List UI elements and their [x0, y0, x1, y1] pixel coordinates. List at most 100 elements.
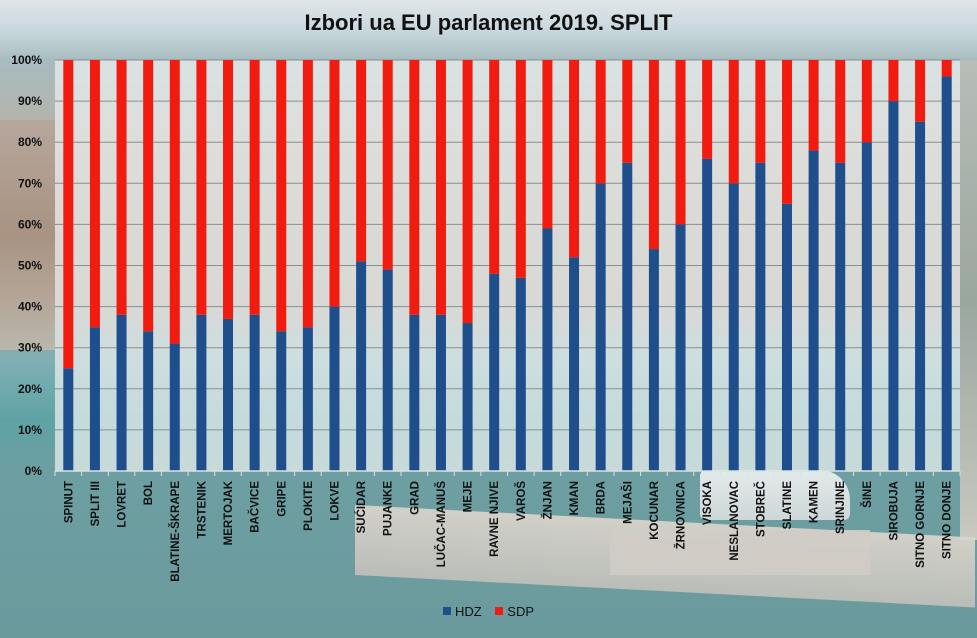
bar-hdz [808, 150, 819, 472]
bar-sdp [435, 60, 446, 315]
bar-hdz [356, 261, 367, 471]
x-tick-label: ŠINE [861, 481, 874, 508]
bar-sdp [622, 60, 633, 163]
legend-label-hdz: HDZ [454, 603, 482, 619]
x-tick-label: MEJAŠI [621, 481, 634, 524]
bar-sdp [835, 60, 846, 163]
x-tick-label: SPINUT [63, 481, 75, 523]
bar-sdp [781, 60, 792, 204]
bar-sdp [888, 60, 899, 102]
background-coast-left [0, 120, 55, 350]
bar-sdp [728, 60, 739, 184]
bar-sdp [648, 60, 659, 250]
bar-sdp [356, 60, 367, 262]
x-tick-label: KOCUNAR [649, 480, 661, 539]
bar-hdz [382, 269, 393, 471]
bar-sdp [861, 60, 872, 143]
bar-hdz [888, 101, 899, 471]
bar-hdz [223, 318, 234, 471]
bar-hdz [675, 224, 686, 471]
bar-hdz [409, 314, 420, 471]
gridlines [55, 59, 960, 472]
x-tick-label: GRIPE [276, 481, 288, 517]
bar-hdz [622, 162, 633, 471]
background-coast-right [960, 60, 977, 540]
legend-swatch-hdz [442, 607, 451, 615]
bar-sdp [196, 60, 207, 315]
bar-sdp [409, 60, 420, 315]
x-tick-label: MERTOJAK [223, 480, 235, 545]
background-ship [700, 470, 850, 520]
bar-sdp [569, 60, 580, 258]
x-tick-label: SLATINE [782, 481, 794, 530]
legend: HDZ SDP [0, 603, 977, 619]
bar-sdp [249, 60, 260, 315]
x-tick-label: BRDA [596, 481, 608, 514]
x-tick-label: RAVNE NJIVE [489, 481, 501, 557]
bar-sdp [382, 60, 393, 270]
background-pier-end [610, 530, 870, 575]
bar-sdp [89, 60, 100, 328]
bar-hdz [915, 121, 926, 472]
x-tick-label: BOL [143, 481, 155, 505]
bar-hdz [143, 331, 154, 471]
x-tick-label: VISOKA [702, 481, 714, 525]
bar-hdz [569, 257, 580, 471]
bar-sdp [489, 60, 500, 274]
bar-sdp [595, 60, 606, 184]
chart-title: Izbori ua EU parlament 2019. SPLIT [304, 10, 673, 35]
x-tick-label: SUĆIDAR [355, 480, 368, 533]
x-tick-label: BAČVICE [249, 481, 262, 533]
x-tick-label: KAMEN [809, 481, 821, 523]
x-tick-label: MEJE [463, 481, 475, 513]
x-tick-label: ŽNJAN [541, 481, 554, 519]
x-tick-label: LOKVE [329, 481, 341, 521]
y-tick-label: 0% [25, 464, 43, 478]
bar-sdp [276, 60, 287, 332]
x-tick-label: SITNO GORNJE [915, 481, 927, 568]
y-tick-label: 10% [18, 423, 42, 437]
bar-sdp [462, 60, 473, 324]
bar-hdz [489, 273, 500, 471]
y-tick-label: 40% [18, 300, 42, 314]
bar-sdp [515, 60, 526, 278]
x-tick-label: BLATINE-ŠKRAPE [169, 481, 182, 582]
bar-sdp [329, 60, 340, 307]
bar-hdz [595, 183, 606, 472]
y-tick-label: 90% [18, 94, 42, 108]
y-tick-label: 100% [11, 53, 42, 67]
bar-sdp [116, 60, 127, 315]
x-tick-label: PLOKITE [303, 481, 315, 531]
bar-sdp [63, 60, 74, 369]
bar-hdz [276, 331, 287, 471]
x-tick-label: STOBREČ [754, 481, 767, 537]
bar-hdz [249, 314, 260, 471]
x-tick-label: SPLIT III [90, 481, 102, 526]
x-tick-label: ŽRNOVNICA [675, 481, 688, 549]
legend-item-hdz: HDZ [442, 603, 482, 619]
bar-sdp [143, 60, 154, 332]
bars [63, 60, 952, 472]
bar-hdz [302, 327, 313, 471]
bar-hdz [515, 277, 526, 471]
x-tick-label: SRINJINE [835, 481, 847, 534]
bar-sdp [702, 60, 713, 159]
bar-hdz [755, 162, 766, 471]
legend-swatch-sdp [495, 607, 504, 615]
y-tick-label: 80% [18, 135, 42, 149]
bar-hdz [462, 323, 473, 471]
bar-hdz [116, 314, 127, 471]
bar-sdp [169, 60, 180, 344]
bar-sdp [542, 60, 553, 229]
y-tick-label: 70% [18, 176, 42, 190]
legend-label-sdp: SDP [507, 603, 535, 619]
x-tick-label: LOVRET [117, 481, 129, 528]
bar-hdz [169, 343, 180, 471]
x-tick-label: LUČAC-MANUŠ [435, 481, 448, 568]
x-tick-label: SITNO DONJE [942, 481, 954, 559]
bar-hdz [435, 314, 446, 471]
bar-sdp [223, 60, 234, 319]
bar-hdz [89, 327, 100, 471]
bar-hdz [329, 306, 340, 471]
bar-sdp [755, 60, 766, 163]
